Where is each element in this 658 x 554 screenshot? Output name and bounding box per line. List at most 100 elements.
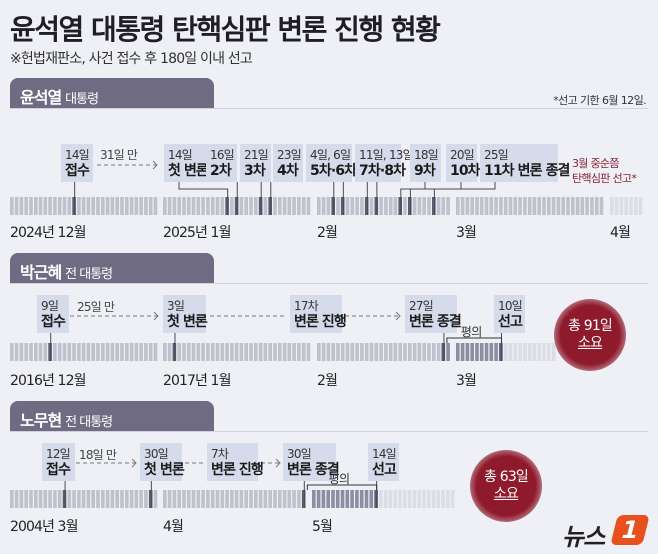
event-box: 10일 선고: [494, 295, 525, 333]
event-date: 14일: [65, 148, 90, 162]
day-stripe: [10, 490, 14, 508]
event-label: 변론 종결: [287, 462, 340, 478]
day-stripe: [422, 490, 426, 508]
day-stripe: [96, 197, 100, 215]
day-stripe: [244, 197, 248, 215]
day-stripe: [62, 197, 67, 215]
day-stripe: [24, 343, 28, 361]
day-stripe: [427, 343, 431, 361]
day-stripe: [403, 343, 407, 361]
event-box: 11일, 13일 7차·8차: [355, 144, 414, 182]
day-stripe: [19, 343, 24, 361]
day-stripe: [249, 343, 253, 361]
day-stripe: [14, 197, 19, 215]
day-stripe: [234, 490, 239, 508]
day-stripe: [494, 343, 498, 361]
day-stripe: [86, 343, 91, 361]
day-stripe: [34, 490, 38, 508]
day-stripe: [408, 343, 412, 361]
total-suffix: 소요: [577, 335, 603, 351]
day-stripe: [115, 343, 119, 361]
day-stripe: [614, 197, 619, 215]
event-date: 16일: [210, 148, 235, 162]
day-stripe: [340, 343, 345, 361]
day-stripe: [115, 490, 119, 508]
deliberation-bracket: [446, 337, 503, 343]
day-stripe: [312, 490, 316, 508]
arrowhead-icon: [395, 311, 401, 321]
month-label: 2016년 12월: [10, 373, 86, 389]
month-label: 2004년 3월: [10, 519, 78, 535]
day-stripe: [77, 197, 81, 215]
day-stripe: [384, 197, 388, 215]
day-stripe: [144, 490, 148, 508]
day-stripe: [254, 197, 258, 215]
day-stripe: [43, 343, 48, 361]
day-stripe: [417, 197, 422, 215]
day-stripe: [115, 197, 119, 215]
day-stripe: [24, 197, 28, 215]
day-stripe: [432, 343, 436, 361]
day-stripe: [29, 343, 33, 361]
day-stripe: [134, 197, 139, 215]
day-stripe: [374, 343, 379, 361]
person-role: 대통령: [65, 92, 99, 107]
day-stripe: [67, 197, 72, 215]
day-stripe: [206, 490, 210, 508]
day-stripe: [359, 490, 364, 508]
month-label: 4월: [610, 225, 631, 241]
day-stripe: [547, 197, 551, 215]
day-stripe: [321, 490, 326, 508]
day-stripe: [398, 343, 402, 361]
day-stripe: [230, 197, 234, 215]
day-stripe: [225, 343, 229, 361]
day-stripe: [172, 197, 177, 215]
day-stripe: [441, 343, 446, 361]
day-stripe: [201, 490, 205, 508]
event-label: 7차·8차: [359, 163, 406, 179]
day-stripe: [393, 343, 398, 361]
day-stripe: [91, 490, 95, 508]
day-stripe: [148, 490, 153, 508]
connector-line: [433, 182, 496, 215]
day-stripe: [19, 490, 24, 508]
day-stripe: [441, 197, 446, 215]
day-stripe: [345, 197, 350, 215]
month-label: 5월: [312, 519, 333, 535]
page-title: 윤석열 대통령 탄핵심판 변론 진행 현황: [10, 13, 441, 46]
day-stripe: [619, 197, 624, 215]
section-name: 박근혜 전 대통령: [20, 259, 113, 283]
day-stripe: [297, 197, 301, 215]
day-stripe: [19, 197, 24, 215]
day-stripe: [306, 343, 311, 361]
day-stripe: [91, 343, 95, 361]
day-stripe: [317, 343, 321, 361]
day-stripe: [167, 343, 172, 361]
month-label: 2017년 1월: [163, 373, 231, 389]
interval-label: 18일 만: [79, 448, 117, 462]
day-stripe: [355, 197, 359, 215]
day-stripe: [282, 343, 287, 361]
day-stripe: [287, 490, 292, 508]
day-stripe: [120, 490, 124, 508]
day-stripe: [489, 197, 494, 215]
day-stripe: [417, 490, 421, 508]
event-label: 첫 변론: [168, 163, 209, 179]
day-stripe: [43, 197, 48, 215]
event-box: 20일 10차: [446, 144, 481, 182]
day-stripe: [364, 490, 369, 508]
day-stripe: [38, 343, 43, 361]
day-stripe: [350, 197, 355, 215]
day-stripe: [542, 343, 546, 361]
day-stripe: [110, 197, 115, 215]
day-stripe: [427, 490, 431, 508]
event-box: 7차 변론 진행: [207, 443, 264, 481]
day-stripe: [81, 490, 86, 508]
day-stripe: [186, 197, 191, 215]
day-stripe: [210, 490, 215, 508]
day-stripe: [239, 490, 244, 508]
event-label: 9차: [414, 163, 436, 179]
day-stripe: [177, 490, 181, 508]
day-stripe: [67, 343, 72, 361]
day-stripe: [431, 490, 436, 508]
